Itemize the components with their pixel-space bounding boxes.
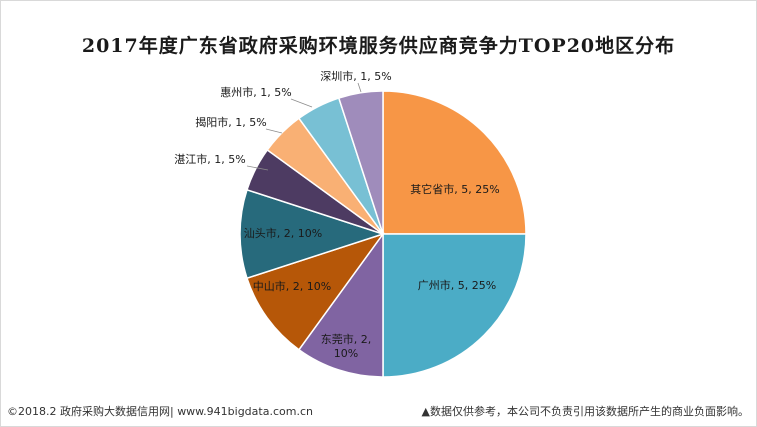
- pie-slice: [297, 231, 384, 378]
- footer-disclaimer: ▲数据仅供参考，本公司不负责引用该数据所产生的商业负面影响。: [421, 405, 749, 418]
- pie-slice: [382, 90, 527, 235]
- pie-slices: [239, 90, 527, 378]
- leader-line: [290, 98, 313, 108]
- slice-labels: 其它省市, 5, 25% 广州市, 5, 25% 东莞市, 2, 10% 中山市, 2,…: [174, 69, 499, 360]
- slice-label: 中山市, 2, 10%: [253, 279, 331, 293]
- slice-label: 湛江市, 1, 5%: [174, 152, 245, 166]
- slice-label: 东莞市, 2, 10%: [321, 332, 372, 360]
- pie-slice: [337, 90, 384, 235]
- leader-line: [246, 165, 269, 171]
- chart-title: 2017年度广东省政府采购环境服务供应商竞争力TOP20地区分布: [81, 35, 676, 57]
- leader-lines: [246, 82, 362, 171]
- footer-source: ©2018.2 政府采购大数据信用网| www.941bigdata.com.c…: [7, 405, 313, 418]
- pie-slice: [246, 232, 385, 351]
- slice-label: 惠州市, 1, 5%: [220, 85, 291, 99]
- slice-label: 广州市, 5, 25%: [418, 278, 496, 292]
- pie-slice: [382, 233, 527, 378]
- slice-label: 其它省市, 5, 25%: [410, 182, 499, 196]
- slice-label: 揭阳市, 1, 5%: [195, 115, 266, 129]
- pie-slice: [239, 188, 386, 280]
- leader-line: [357, 82, 362, 93]
- slice-label: 汕头市, 2, 10%: [244, 226, 322, 240]
- leader-line: [265, 128, 283, 134]
- slice-label: 深圳市, 1, 5%: [320, 69, 391, 83]
